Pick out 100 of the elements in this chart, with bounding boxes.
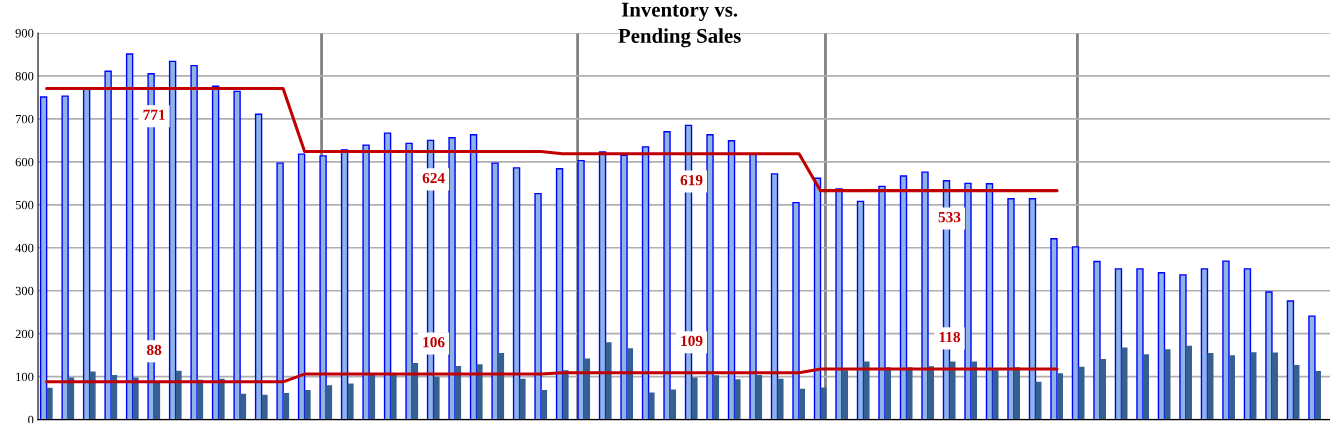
bar [1121,347,1128,420]
bar [756,374,763,420]
bar [577,159,585,420]
bar [218,378,225,420]
bar [727,140,736,420]
bar [89,371,96,420]
bar [534,192,542,420]
bar [211,85,220,420]
bar [899,175,908,420]
bar [254,113,263,420]
y-tick-label: 600 [15,157,34,167]
bar [1179,274,1187,420]
data-label: 106 [423,337,445,348]
bar [555,168,564,420]
bar [132,377,139,420]
line-series [45,367,1059,384]
bar [46,387,53,420]
bar [390,374,397,420]
data-label: 118 [939,331,961,343]
y-tick-label: 900 [15,29,34,38]
bar [921,171,929,420]
bar [641,146,650,420]
bar [820,387,827,420]
bar [68,377,75,420]
bar [491,162,499,420]
data-label: 109 [681,335,703,347]
bar [304,389,311,420]
bar [240,393,247,420]
bar [792,201,800,420]
bar [1314,371,1321,420]
bar [777,378,784,420]
bar [627,348,634,420]
bar [670,389,677,420]
bar [856,200,865,420]
bar [584,358,591,420]
bar [104,70,112,420]
data-label: 619 [680,175,703,186]
bar [190,64,198,420]
bar [713,375,720,420]
bar [1056,373,1064,420]
bar [82,88,91,420]
bar [1271,352,1278,420]
bar [519,378,526,420]
bar [1028,198,1037,420]
bar [541,389,548,420]
bar [1099,359,1106,420]
data-label: 88 [146,344,162,356]
bar [261,394,268,420]
bar [326,385,333,420]
y-tick-label: 800 [15,71,34,81]
bar [175,370,182,420]
bar [1265,291,1273,420]
bar [319,155,327,420]
data-label: 771 [143,109,165,120]
bar [61,95,69,420]
bar [964,182,972,420]
bar [842,370,849,420]
bar [1293,365,1300,420]
bar [340,149,349,420]
bar [1050,238,1058,420]
bar [885,367,892,420]
chart-title: Inventory vs. Pending Sales [618,2,741,48]
bar [1014,367,1021,420]
bar [799,388,806,420]
bar [906,367,913,420]
bar [734,379,741,420]
y-tick-label: 200 [15,329,34,339]
bar [405,142,413,420]
bar [1207,353,1214,420]
bar [498,353,505,420]
bar [154,382,161,420]
bar [125,53,134,420]
line-series [45,86,1059,193]
bar [476,364,483,420]
bar [276,162,284,420]
bar [706,134,714,420]
y-tick-label: 400 [15,243,34,253]
bar [1222,260,1230,420]
bar [283,392,290,420]
bar [512,167,521,420]
bar [1142,354,1149,420]
bar [749,153,757,420]
bar [1078,366,1085,420]
bar [928,366,935,420]
bar [469,134,478,420]
data-label: 533 [938,211,961,223]
bar [383,132,392,420]
bar [598,151,607,420]
bar [1250,352,1257,420]
bar [691,377,698,420]
bar [1308,315,1316,420]
bar [562,370,569,420]
bar [1136,268,1144,420]
bar [1185,345,1192,420]
bar [813,177,822,420]
bar [835,188,843,420]
bar [39,96,48,420]
bar [433,376,440,420]
bar [770,173,779,420]
bar [448,137,456,420]
